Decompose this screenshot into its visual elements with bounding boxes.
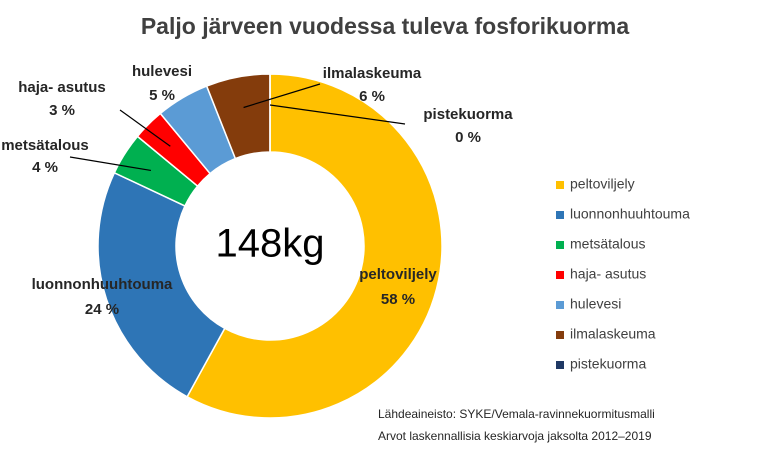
data-label-name: peltoviljely: [359, 266, 437, 283]
data-label-value: 58 %: [381, 291, 415, 308]
donut-segment: [97, 171, 226, 398]
leader-line: [69, 156, 152, 172]
leader-line: [269, 104, 406, 125]
legend-label: hulevesi: [570, 296, 621, 312]
legend-label: metsätalous: [570, 236, 645, 252]
data-label-name: luonnonhuuhtouma: [32, 276, 173, 293]
data-label-value: 6 %: [359, 88, 385, 105]
source-note: Lähdeaineisto: SYKE/Vemala-ravinnekuormi…: [378, 407, 655, 421]
legend-swatch: [556, 241, 564, 249]
data-label-value: 24 %: [85, 301, 119, 318]
data-label-name: hulevesi: [132, 63, 192, 80]
legend-swatch: [556, 331, 564, 339]
leader-line: [243, 83, 321, 109]
legend-swatch: [556, 181, 564, 189]
source-note: Arvot laskennallisia keskiarvoja jaksolt…: [378, 429, 652, 443]
legend-label: ilmalaskeuma: [570, 326, 656, 342]
data-label-value: 0 %: [455, 129, 481, 146]
data-label-name: haja- asutus: [18, 79, 106, 96]
data-label-value: 4 %: [32, 159, 58, 176]
leader-line: [119, 109, 171, 147]
center-label: 148kg: [216, 222, 325, 266]
legend-swatch: [556, 271, 564, 279]
data-label-value: 3 %: [49, 102, 75, 119]
legend-swatch: [556, 301, 564, 309]
legend-label: haja- asutus: [570, 266, 646, 282]
data-label-value: 5 %: [149, 87, 175, 104]
legend-swatch: [556, 361, 564, 369]
legend-swatch: [556, 211, 564, 219]
legend-label: luonnonhuuhtouma: [570, 206, 690, 222]
data-label-name: ilmalaskeuma: [323, 65, 422, 82]
data-label-name: metsätalous: [1, 137, 89, 154]
legend-label: peltoviljely: [570, 176, 635, 192]
legend-label: pistekuorma: [570, 356, 646, 372]
data-label-name: pistekuorma: [423, 106, 513, 123]
chart-title: Paljo järveen vuodessa tuleva fosforikuo…: [141, 13, 629, 39]
donut-segment: [186, 73, 443, 419]
